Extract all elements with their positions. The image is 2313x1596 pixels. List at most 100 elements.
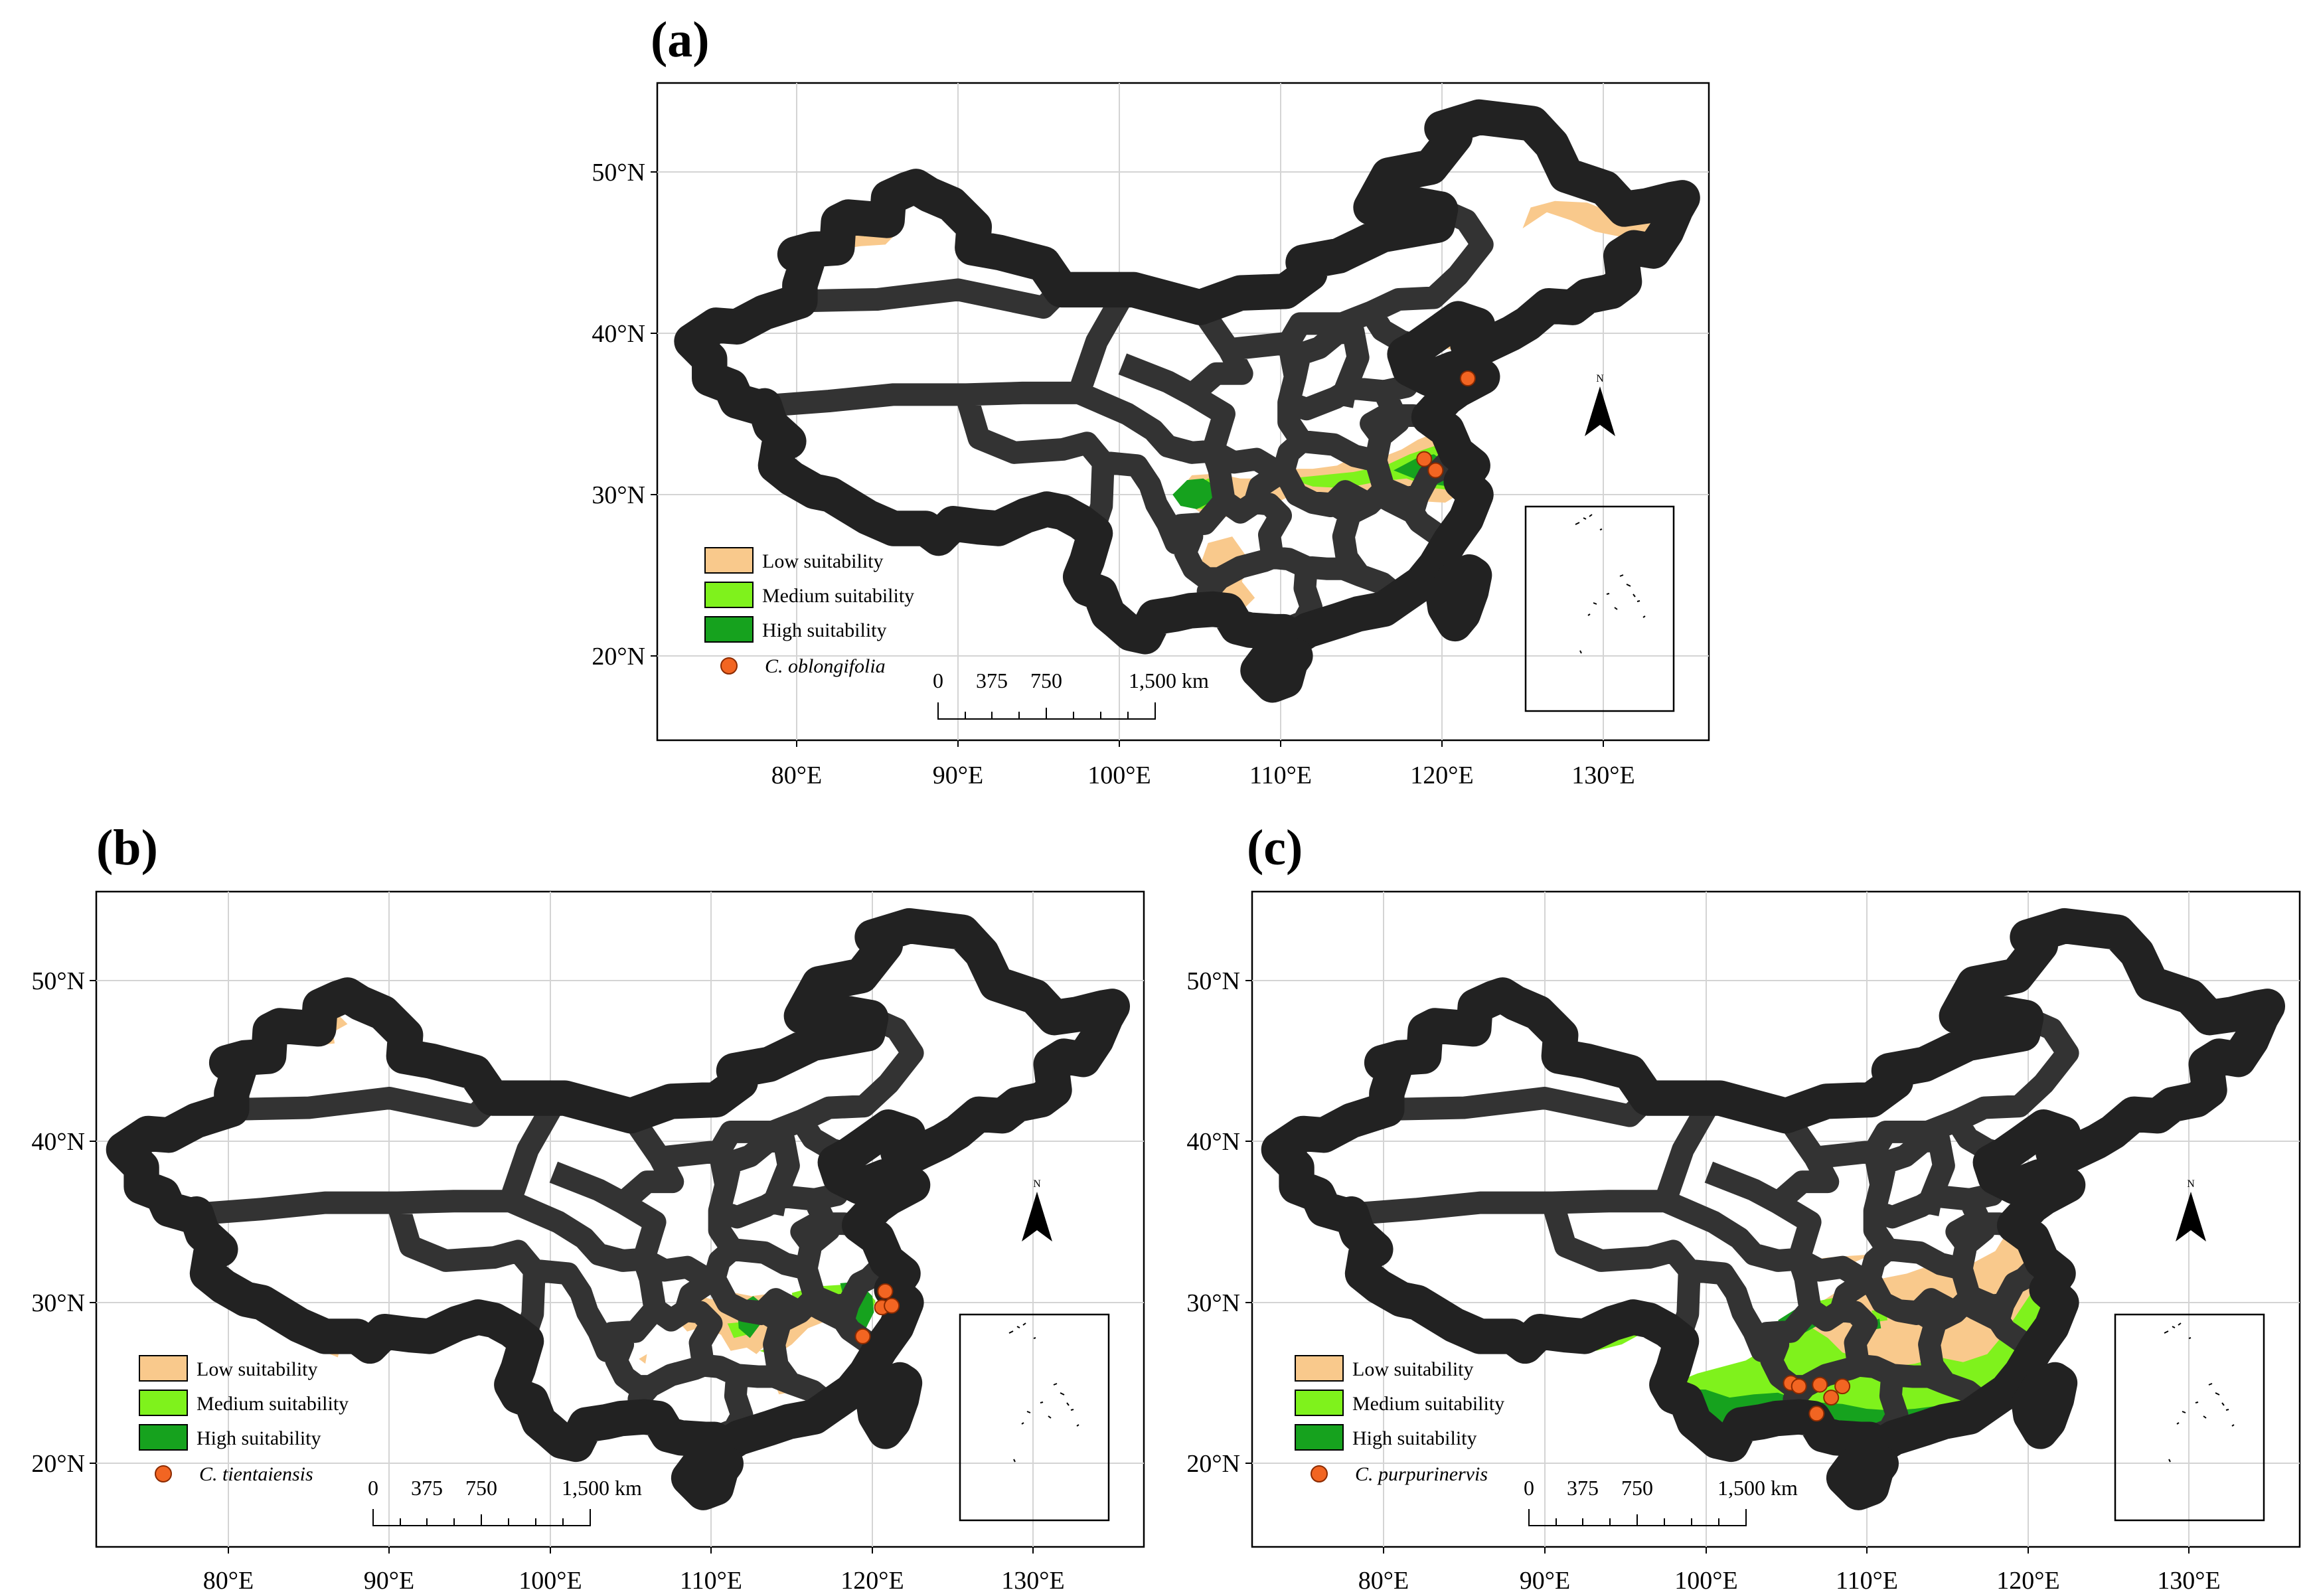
panel-c-north-arrow: N [2176,1178,2206,1241]
panel-a-lon-tick-80: 80°E [771,761,822,789]
panel-c-lon-tick-110: 110°E [1836,1567,1898,1595]
occurrence-point [1427,462,1444,479]
legend-occurrence-marker [1311,1465,1328,1482]
legend-medium-label: Medium suitability [762,585,914,607]
occurrence-point [877,1283,894,1299]
occurrence-point [1808,1405,1825,1422]
panel-b-north-arrow: N [1022,1178,1052,1241]
panel-a-lat-tick-40: 40°N [592,320,645,348]
legend-low-swatch [139,1355,188,1382]
legend-medium-swatch [139,1390,188,1416]
scale-label-1500: 1,500 km [1717,1476,1798,1500]
scale-label-1500: 1,500 km [1129,669,1209,692]
panel-a-north-arrow: N [1585,373,1615,436]
panel-a-lon-tick-130: 130°E [1571,761,1635,789]
panel-b-occurrence-points [854,1283,900,1344]
legend-high-label: High suitability [762,619,887,641]
scale-label-1500: 1,500 km [562,1476,642,1500]
panel-b-lat-tick-40: 40°N [31,1128,85,1156]
legend-medium-swatch [1295,1390,1344,1416]
occurrence-point [884,1297,900,1314]
panel-a-lat-ticks: 50°N 40°N 30°N 20°N [592,159,657,671]
panel-b-south-china-sea-inset [959,1313,1110,1522]
panel-b-hainan [689,1462,726,1492]
occurrence-point [854,1328,871,1344]
panel-b-lat-ticks: 50°N 40°N 30°N 20°N [31,967,96,1478]
occurrence-point [1812,1376,1828,1393]
panel-b-lon-ticks: 80°E 90°E 100°E 110°E 120°E 130°E [203,1547,1065,1595]
legend-occurrence-marker [155,1465,172,1482]
panel-c: (c) [1186,820,2301,1595]
legend-low-label: Low suitability [1352,1358,1474,1380]
scale-label-375: 375 [976,669,1008,692]
occurrence-point [1791,1378,1807,1395]
legend-low-swatch [704,547,754,574]
panel-b: (b) [31,820,1145,1595]
panel-a-lon-tick-110: 110°E [1249,761,1312,789]
panel-b-lat-tick-30: 30°N [31,1289,85,1317]
panel-b-scale-bar: 0 375 750 1,500 km [368,1476,642,1526]
panel-c-lon-tick-90: 90°E [1520,1567,1570,1595]
legend-occurrence-marker [720,657,738,675]
scale-label-750: 750 [465,1476,497,1500]
panel-c-lat-ticks: 50°N 40°N 30°N 20°N [1186,967,1252,1478]
scale-label-0: 0 [1524,1476,1534,1500]
panel-a-label: (a) [651,12,710,68]
panel-c-lon-tick-120: 120°E [1996,1567,2059,1595]
panel-c-legend: Low suitability Medium suitability High … [1295,1355,1504,1485]
scale-label-0: 0 [933,669,943,692]
panel-a-hainan [1258,655,1295,685]
panel-b-lat-tick-50: 50°N [31,967,85,995]
panel-a-lat-tick-50: 50°N [592,159,645,187]
panel-a-legend: Low suitability Medium suitability High … [704,547,914,677]
panel-a-lon-tick-100: 100°E [1087,761,1151,789]
panel-b-lon-tick-110: 110°E [680,1567,742,1595]
legend-high-label: High suitability [1352,1427,1477,1449]
scale-label-750: 750 [1621,1476,1653,1500]
legend-species-label: C. purpurinervis [1355,1463,1488,1485]
legend-low-label: Low suitability [197,1358,318,1380]
panel-c-taiwan [2029,1380,2059,1431]
legend-low-swatch [1295,1355,1344,1382]
scale-label-750: 750 [1030,669,1062,692]
panel-c-lon-tick-130: 130°E [2157,1567,2220,1595]
panel-a-south-china-sea-inset [1524,505,1675,712]
panel-c-lon-tick-100: 100°E [1674,1567,1737,1595]
panel-c-occurrence-points [1783,1375,1851,1422]
occurrence-point [1834,1378,1851,1395]
panel-a-lon-ticks: 80°E 90°E 100°E 110°E 120°E 130°E [771,740,1635,789]
panel-b-lon-tick-130: 130°E [1001,1567,1064,1595]
legend-high-swatch [1295,1424,1344,1451]
legend-high-swatch [139,1424,188,1451]
panel-c-lat-tick-40: 40°N [1186,1128,1240,1156]
panel-a-scale-bar: 0 375 750 1,500 km [933,669,1209,720]
panel-a: (a) [592,12,1710,789]
panel-a-lon-tick-120: 120°E [1410,761,1473,789]
svg-text:N: N [1033,1178,1041,1190]
panel-b-lon-tick-120: 120°E [840,1567,904,1595]
panel-c-lon-tick-80: 80°E [1358,1567,1409,1595]
legend-medium-label: Medium suitability [1352,1393,1504,1415]
panel-c-lat-tick-20: 20°N [1186,1450,1240,1478]
panel-c-hainan [1844,1462,1881,1492]
panel-b-legend: Low suitability Medium suitability High … [139,1355,349,1485]
panel-c-south-china-sea-inset [2114,1313,2265,1522]
occurrence-point [1416,451,1433,467]
panel-a-lon-tick-90: 90°E [933,761,983,789]
panel-b-lon-tick-100: 100°E [518,1567,582,1595]
panel-c-lon-ticks: 80°E 90°E 100°E 110°E 120°E 130°E [1358,1547,2221,1595]
legend-medium-swatch [704,582,754,608]
legend-high-label: High suitability [197,1427,321,1449]
legend-species-label: C. tientaiensis [199,1463,313,1485]
svg-text:N: N [1596,373,1604,384]
legend-low-label: Low suitability [762,550,884,572]
panel-a-occurrence-points [1416,370,1476,479]
legend-species-label: C. oblongifolia [765,655,886,677]
panel-c-lat-tick-50: 50°N [1186,967,1240,995]
panel-b-lon-tick-80: 80°E [203,1567,254,1595]
panel-a-lat-tick-30: 30°N [592,481,645,509]
panel-c-lat-tick-30: 30°N [1186,1289,1240,1317]
panel-a-lat-tick-20: 20°N [592,643,645,671]
panel-b-lat-tick-20: 20°N [31,1450,85,1478]
scale-label-0: 0 [368,1476,378,1500]
